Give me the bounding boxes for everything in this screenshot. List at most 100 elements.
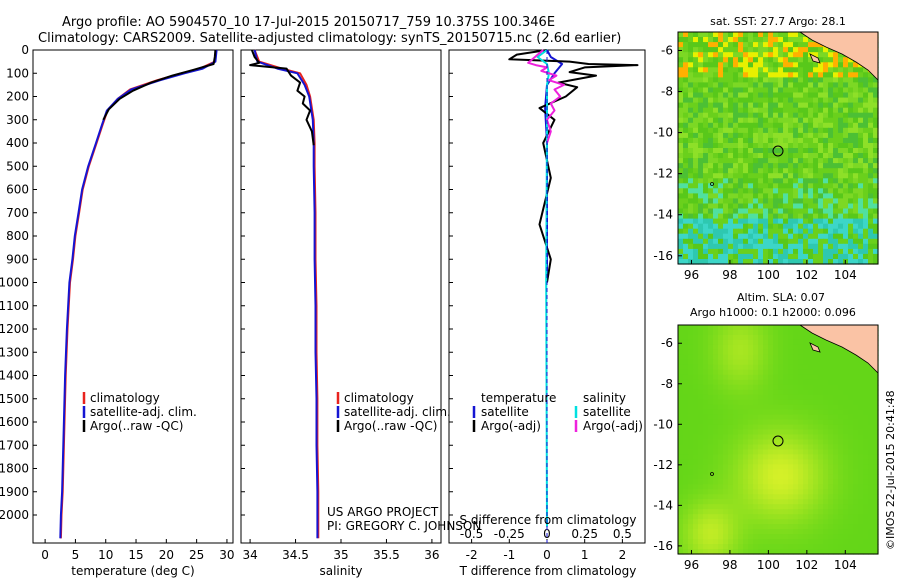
heatmap-cell (708, 424, 714, 431)
heatmap-cell (758, 102, 764, 109)
heatmap-cell (703, 117, 709, 124)
heatmap-cell (763, 389, 769, 396)
heatmap-cell (683, 107, 689, 114)
heatmap-cell (838, 67, 844, 73)
heatmap-cell (813, 67, 819, 73)
heatmap-cell (798, 354, 804, 361)
heatmap-cell (723, 514, 729, 520)
heatmap-cell (698, 399, 704, 406)
heatmap-cell (773, 504, 779, 510)
heatmap-cell (873, 389, 879, 396)
heatmap-cell (728, 248, 734, 255)
heatmap-cell (688, 454, 694, 460)
heatmap-cell (863, 233, 869, 240)
heatmap-cell (838, 439, 844, 446)
heatmap-cell (733, 384, 739, 391)
heatmap-cell (708, 47, 714, 53)
heatmap-cell (753, 335, 759, 341)
heatmap-cell (853, 449, 859, 456)
heatmap-cell (848, 198, 854, 204)
heatmap-cell (873, 173, 879, 179)
heatmap-cell (728, 424, 734, 431)
heatmap-cell (793, 238, 799, 245)
heatmap-cell (738, 173, 744, 179)
heatmap-cell (823, 459, 829, 465)
heatmap-cell (783, 389, 789, 396)
heatmap-cell (853, 198, 859, 204)
heatmap-cell (858, 454, 864, 460)
heatmap-cell (743, 449, 749, 456)
heatmap-cell (808, 107, 814, 114)
heatmap-cell (733, 238, 739, 245)
heatmap-cell (838, 459, 844, 465)
heatmap-cell (858, 137, 864, 144)
argo-location-marker (772, 145, 784, 157)
heatmap-cell (698, 72, 704, 78)
heatmap-cell (718, 469, 724, 475)
heatmap-cell (708, 233, 714, 240)
heatmap-cell (768, 203, 774, 210)
heatmap-cell (708, 359, 714, 366)
heatmap-cell (753, 47, 759, 53)
heatmap-cell (748, 399, 754, 406)
heatmap-cell (768, 509, 774, 515)
heatmap-cell (693, 47, 699, 53)
heatmap-cell (708, 82, 714, 88)
heatmap-cell (868, 444, 874, 451)
heatmap-cell (828, 52, 834, 58)
heatmap-cell (813, 238, 819, 245)
heatmap-cell (708, 52, 714, 58)
heatmap-cell (808, 248, 814, 255)
heatmap-cell (828, 494, 834, 500)
heatmap-cell (738, 454, 744, 460)
heatmap-cell (743, 479, 749, 485)
heatmap-cell (868, 529, 874, 535)
heatmap-cell (778, 414, 784, 421)
heatmap-cell (853, 188, 859, 194)
heatmap-cell (768, 489, 774, 495)
heatmap-cell (693, 67, 699, 73)
heatmap-cell (843, 72, 849, 78)
heatmap-cell (783, 484, 789, 490)
heatmap-cell (743, 238, 749, 245)
heatmap-cell (768, 122, 774, 129)
heatmap-cell (683, 434, 689, 441)
heatmap-cell (803, 153, 809, 159)
heatmap-cell (843, 469, 849, 475)
heatmap-cell (733, 163, 739, 169)
heatmap-cell (763, 339, 769, 346)
heatmap-cell (843, 122, 849, 129)
heatmap-cell (798, 389, 804, 396)
heatmap-cell (758, 143, 764, 149)
heatmap-cell (748, 233, 754, 240)
heatmap-cell (693, 519, 699, 525)
heatmap-cell (678, 233, 684, 240)
heatmap-cell (763, 544, 769, 550)
heatmap-cell (723, 479, 729, 485)
heatmap-cell (778, 47, 784, 53)
heatmap-cell (693, 429, 699, 436)
heatmap-cell (743, 330, 749, 336)
heatmap-cell (688, 409, 694, 416)
heatmap-cell (688, 534, 694, 540)
heatmap-cell (828, 198, 834, 204)
heatmap-cell (833, 444, 839, 451)
heatmap-cell (688, 484, 694, 490)
heatmap-cell (803, 404, 809, 411)
heatmap-cell (868, 248, 874, 255)
heatmap-cell (798, 203, 804, 210)
heatmap-cell (713, 364, 719, 371)
heatmap-cell (783, 474, 789, 480)
heatmap-cell (868, 168, 874, 174)
heatmap-cell (753, 87, 759, 94)
heatmap-cell (688, 464, 694, 470)
heatmap-cell (693, 168, 699, 174)
heatmap-cell (793, 454, 799, 460)
heatmap-cell (718, 173, 724, 179)
heatmap-cell (798, 168, 804, 174)
heatmap-cell (858, 87, 864, 94)
heatmap-cell (678, 213, 684, 220)
heatmap-cell (828, 163, 834, 169)
heatmap-cell (723, 464, 729, 470)
heatmap-cell (713, 344, 719, 351)
